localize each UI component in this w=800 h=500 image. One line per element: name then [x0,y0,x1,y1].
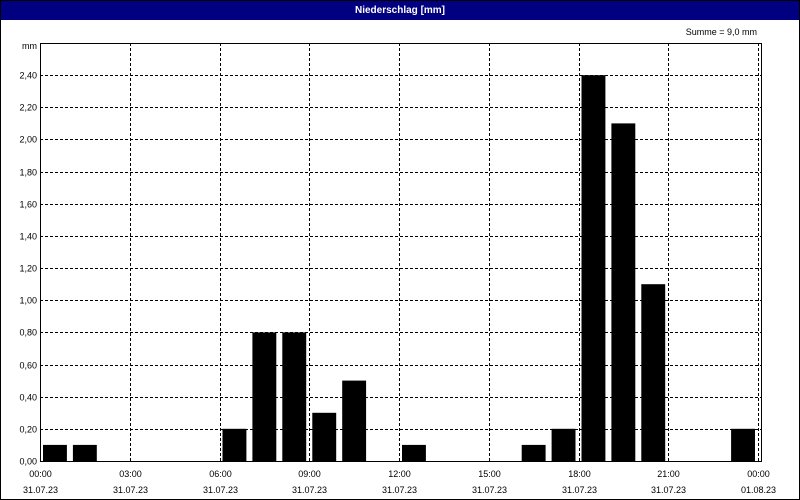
x-tick-date-label: 31.07.23 [292,485,327,495]
y-tick-label: 1,80 [19,168,37,178]
y-tick-label: 0,00 [19,457,37,467]
precipitation-bar [551,428,576,461]
precipitation-bar [641,284,666,461]
precipitation-bar [581,75,606,461]
x-tick-time-label: 09:00 [298,469,321,479]
precipitation-bar [342,380,367,461]
x-tick-time-label: 12:00 [388,469,411,479]
y-tick-label: 0,20 [19,425,37,435]
x-tick-time-label: 00:00 [29,469,52,479]
grid-layer [40,43,761,461]
y-tick-label: 0,40 [19,393,37,403]
precipitation-bar [72,444,97,461]
y-tick-label: 1,60 [19,200,37,210]
y-tick-label: 0,80 [19,328,37,338]
x-tick-time-label: 06:00 [209,469,232,479]
x-tick-date-label: 31.07.23 [113,485,148,495]
y-tick-label: 1,40 [19,232,37,242]
x-tick-date-label: 31.07.23 [382,485,417,495]
y-tick-label: 2,20 [19,103,37,113]
precipitation-bar [521,444,546,461]
y-tick-label: 0,60 [19,361,37,371]
label-layer: 0,00 0,20 0,40 0,60 0,80 1,00 1,20 1,40 1,60 1,80… [19,71,776,496]
precipitation-bar [252,332,277,461]
precipitation-bar [611,123,636,462]
x-tick-date-label: 01.08.23 [741,485,776,495]
x-tick-time-label: 15:00 [478,469,501,479]
y-tick-label: 1,00 [19,296,37,306]
x-tick-date-label: 31.07.23 [472,485,507,495]
plot-frame [40,43,762,462]
bar-layer [43,75,755,462]
x-tick-date-label: 31.07.23 [562,485,597,495]
precipitation-bar [43,444,67,461]
y-axis-label: mm [22,41,37,51]
x-tick-time-label: 00:00 [747,469,770,479]
x-tick-date-label: 31.07.23 [651,485,686,495]
precipitation-bar [731,428,755,461]
sum-annotation: Summe = 9,0 mm [686,27,757,37]
x-tick-time-label: 03:00 [119,469,142,479]
x-tick-time-label: 18:00 [568,469,591,479]
x-tick-time-label: 21:00 [657,469,680,479]
x-tick-date-label: 31.07.23 [203,485,238,495]
precipitation-bar [312,412,337,461]
y-tick-label: 2,00 [19,135,37,145]
window-title: Niederschlag [mm] [1,1,799,20]
y-tick-label: 1,20 [19,264,37,274]
precipitation-bar [222,428,247,461]
precipitation-bar [402,444,426,461]
precipitation-bar [282,332,307,461]
y-tick-label: 2,40 [19,71,37,81]
x-tick-date-label: 31.07.23 [23,485,58,495]
